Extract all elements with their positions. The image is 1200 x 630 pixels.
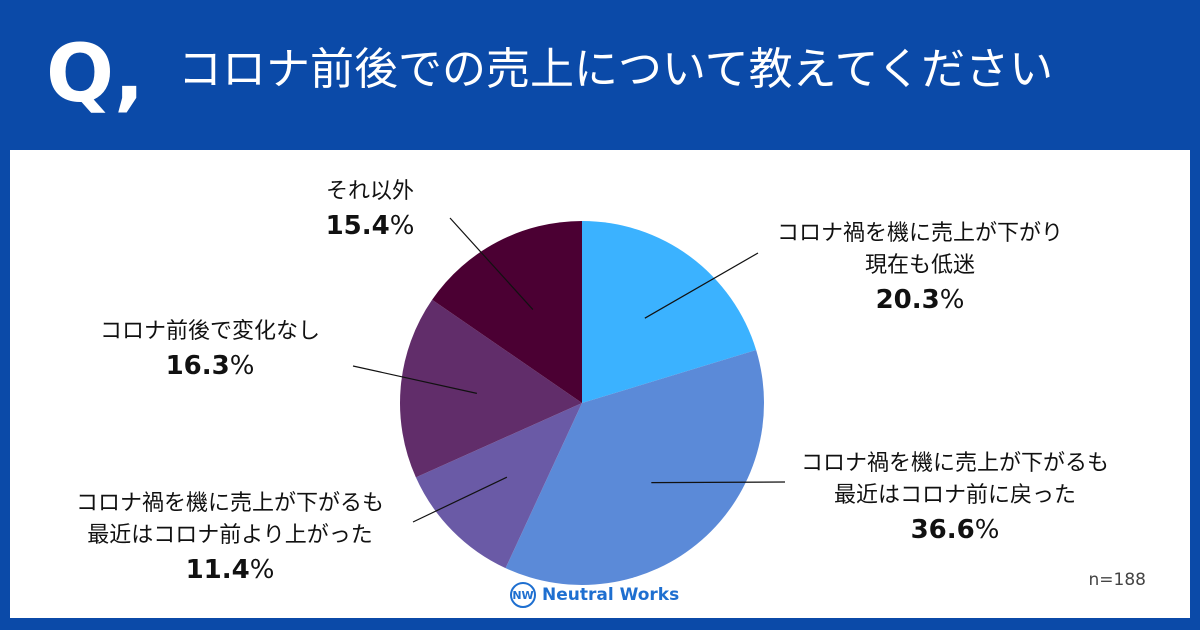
question-header: Q, コロナ前後での売上について教えてください <box>0 0 1200 150</box>
slice-label-0-line2: 現在も低迷 <box>864 253 975 278</box>
question-title: コロナ前後での売上について教えてください <box>178 44 1054 95</box>
slice-label-2-line2: 最近はコロナ前より上がった <box>87 523 373 548</box>
slice-label-1: コロナ禍を機に売上が下がるも 最近はコロナ前に戻った 36.6% <box>755 448 1155 548</box>
slice-label-4-value: 15.4 <box>325 211 390 241</box>
slice-label-3-percent: 16.3% <box>60 348 360 384</box>
slice-label-4-unit: % <box>389 211 415 241</box>
slice-label-1-unit: % <box>974 515 1000 545</box>
slice-label-2-value: 11.4 <box>185 555 250 585</box>
sample-size: n=188 <box>1088 570 1146 590</box>
slice-label-0: コロナ禍を機に売上が下がり 現在も低迷 20.3% <box>720 218 1120 318</box>
slice-label-0-percent: 20.3% <box>720 282 1120 318</box>
slice-label-2: コロナ禍を機に売上が下がるも 最近はコロナ前より上がった 11.4% <box>30 488 430 588</box>
slice-label-0-line1: コロナ禍を機に売上が下がり <box>776 221 1063 246</box>
pie-chart <box>352 217 786 585</box>
slice-label-2-unit: % <box>249 555 275 585</box>
slice-label-0-unit: % <box>939 285 965 315</box>
brand-logo: NW Neutral Works <box>510 580 679 610</box>
leader-line-3 <box>352 365 478 394</box>
slice-label-0-value: 20.3 <box>875 285 940 315</box>
question-mark: Q, <box>46 27 145 120</box>
logo-text: Neutral Works <box>542 585 680 605</box>
pie-slice-4 <box>432 221 582 403</box>
leader-line-1 <box>651 481 786 484</box>
slice-label-1-line1: コロナ禍を機に売上が下がるも <box>800 451 1109 476</box>
slice-label-2-percent: 11.4% <box>30 552 430 588</box>
logo-mark-icon: NW <box>510 582 536 608</box>
slice-label-1-line2: 最近はコロナ前に戻った <box>833 483 1076 508</box>
leader-line-2 <box>412 476 508 523</box>
slice-label-3-unit: % <box>229 351 255 381</box>
slice-label-3-line1: コロナ前後で変化なし <box>99 319 320 344</box>
slice-label-3-value: 16.3 <box>165 351 230 381</box>
slice-label-1-value: 36.6 <box>910 515 975 545</box>
slice-label-1-percent: 36.6% <box>755 512 1155 548</box>
slice-label-4-line1: それ以外 <box>325 179 414 204</box>
leader-line-0 <box>644 252 759 319</box>
chart-panel: コロナ禍を機に売上が下がり 現在も低迷 20.3% コロナ禍を機に売上が下がるも… <box>10 150 1190 618</box>
slice-label-2-line1: コロナ禍を機に売上が下がるも <box>75 491 384 516</box>
pie-slice-0 <box>582 221 757 403</box>
slice-label-4-percent: 15.4% <box>280 208 460 244</box>
slice-label-3: コロナ前後で変化なし 16.3% <box>60 316 360 384</box>
leader-line-4 <box>449 217 534 310</box>
pie-slice-3 <box>399 299 582 478</box>
slice-label-4: それ以外 15.4% <box>280 176 460 244</box>
pie-slice-2 <box>415 403 582 569</box>
pie-slice-1 <box>505 350 764 585</box>
